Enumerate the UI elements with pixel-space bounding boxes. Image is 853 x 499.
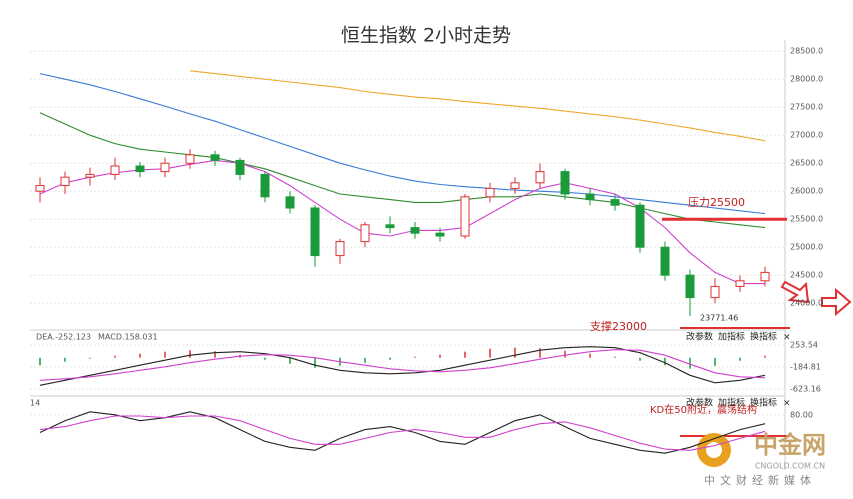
close-button[interactable]: ×	[783, 333, 791, 343]
panel-button[interactable]: 加指标	[718, 397, 745, 409]
y-tick-label: 28500.0	[790, 47, 823, 56]
candle-body	[210, 154, 220, 161]
candle-body	[435, 232, 445, 237]
macd-header: MACD.158.031	[98, 333, 158, 342]
candle-body	[535, 171, 545, 184]
dea-line	[39, 349, 766, 381]
panel-button[interactable]: 换指标	[750, 397, 777, 409]
arrow	[780, 280, 810, 304]
candle-body	[760, 271, 770, 282]
candle-body	[685, 274, 695, 299]
panel-button[interactable]: 改参数	[686, 331, 713, 343]
macd-header: DEA.-252.123	[36, 333, 91, 342]
logo-name: 中金网	[754, 431, 826, 459]
kd-header: 14	[30, 399, 40, 408]
candle-body	[360, 224, 370, 243]
candle-body	[510, 182, 520, 189]
candle-body	[385, 224, 395, 229]
kd-note: KD在50附近，震荡结构	[650, 403, 757, 416]
y-tick-label: 26000.0	[790, 187, 823, 196]
candle-body	[310, 207, 320, 257]
candle-body	[60, 176, 70, 187]
y-tick-label: 25000.0	[790, 243, 823, 252]
k-line	[39, 411, 766, 454]
candle-body	[460, 196, 470, 237]
candle-body	[160, 162, 170, 173]
dif-line	[39, 346, 766, 386]
y-tick-label: 80.00	[790, 410, 813, 419]
support-label: 支撑23000	[590, 319, 647, 333]
candle-body	[235, 159, 245, 175]
y-tick-label: -623.16	[790, 384, 821, 393]
y-tick-label: 27000.0	[790, 131, 823, 140]
d-line	[39, 415, 766, 451]
chart-title: 恒生指数 2小时走势	[341, 25, 511, 47]
y-tick-label: 24000.0	[790, 299, 823, 308]
candle-body	[260, 173, 270, 198]
panel-button[interactable]: 换指标	[750, 331, 777, 343]
candle-body	[610, 199, 620, 206]
candle-body	[635, 204, 645, 248]
candle-body	[560, 171, 570, 195]
panel-button[interactable]: 改参数	[686, 397, 713, 409]
panel-button[interactable]: 加指标	[718, 331, 745, 343]
y-tick-label: 28000.0	[790, 75, 823, 84]
candle-body	[660, 246, 670, 276]
logo-tagline: 中文财经新媒体	[704, 473, 816, 487]
candle-body	[485, 187, 495, 198]
candle-body	[185, 154, 195, 164]
y-tick-label: 25500.0	[790, 215, 823, 224]
ma-line	[39, 73, 766, 215]
close-button[interactable]: ×	[783, 399, 791, 409]
y-tick-label: 26500.0	[790, 159, 823, 168]
candle-body	[110, 165, 120, 175]
candle-body	[585, 193, 595, 201]
low-label: 23771.46	[700, 313, 738, 322]
y-tick-label: -184.81	[790, 362, 821, 371]
candle-body	[85, 173, 95, 178]
logo-url: CNGOLD.COM.CN	[755, 462, 825, 471]
candle-body	[710, 285, 720, 299]
y-tick-label: 24500.0	[790, 271, 823, 280]
ma-line	[189, 70, 766, 142]
y-tick-label: 253.54	[790, 340, 818, 349]
candle-body	[135, 165, 145, 173]
candle-body	[35, 185, 45, 192]
resistance-label: 压力25500	[688, 196, 745, 209]
candle-body	[285, 196, 295, 209]
candle-body	[335, 241, 345, 257]
arrow	[821, 287, 852, 317]
candle-body	[735, 280, 745, 287]
y-tick-label: 27500.0	[790, 103, 823, 112]
candle-body	[410, 227, 420, 234]
